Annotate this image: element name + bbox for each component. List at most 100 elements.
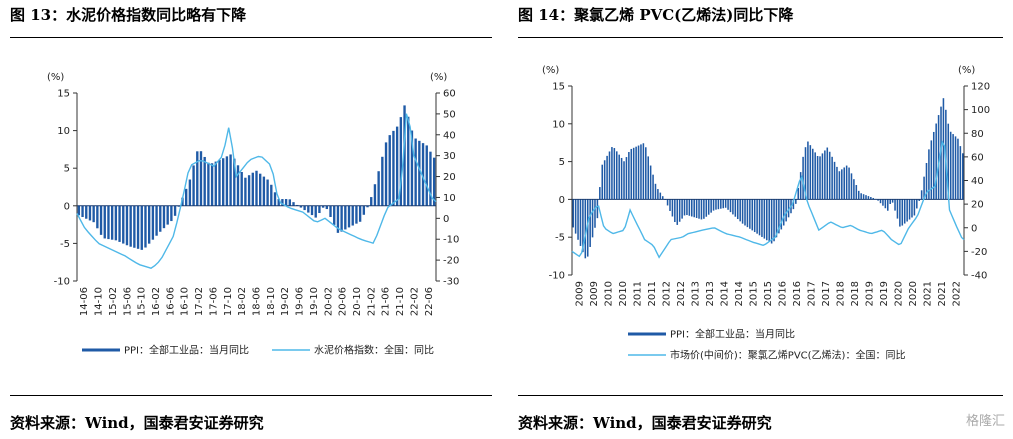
ppi-bar <box>928 149 930 200</box>
ppi-bar <box>140 205 143 250</box>
ppi-bar <box>906 199 908 222</box>
x-tick-label: 2021 <box>923 281 934 306</box>
ppi-bar <box>136 205 140 249</box>
ppi-bar <box>144 205 147 248</box>
ppi-bar <box>344 205 347 230</box>
ppi-bar <box>855 185 858 200</box>
ppi-bar <box>122 205 125 244</box>
left-title-rule <box>10 37 492 38</box>
ppi-bar <box>736 199 739 220</box>
right-tick-label: 40 <box>443 130 456 141</box>
ppi-bar <box>782 199 785 226</box>
ppi-bar <box>611 147 613 200</box>
ppi-bar <box>739 199 741 222</box>
ppi-bar <box>579 199 582 246</box>
x-tick-label: 16-06 <box>165 287 176 316</box>
ppi-bar <box>281 199 284 206</box>
left-tick-label: 5 <box>64 164 70 175</box>
ppi-bar <box>277 199 280 206</box>
ppi-bar <box>192 165 195 206</box>
ppi-bar <box>251 172 254 206</box>
ppi-bar <box>321 205 325 208</box>
ppi-bar <box>792 199 795 210</box>
ppi-bar <box>712 199 715 211</box>
ppi-bar <box>214 161 217 206</box>
ppi-bar <box>821 153 824 200</box>
ppi-bar <box>188 179 192 206</box>
ppi-bar <box>732 199 734 215</box>
left-tick-label: 0 <box>559 195 565 206</box>
left-tick-label: 15 <box>57 89 70 100</box>
ppi-bar <box>920 190 923 200</box>
right-tick-label: -40 <box>971 271 987 282</box>
x-tick-label: 2012 <box>661 281 672 306</box>
ppi-bar <box>761 199 763 237</box>
ppi-bar <box>99 205 103 235</box>
ppi-bar <box>418 140 421 206</box>
ppi-bar <box>299 205 303 208</box>
x-tick-label: 17-10 <box>223 287 234 316</box>
ppi-bar <box>151 205 155 240</box>
ppi-bar <box>870 197 872 200</box>
x-tick-label: 2019 <box>879 281 890 306</box>
x-tick-label: 19-06 <box>295 287 306 316</box>
ppi-bar <box>586 199 589 257</box>
ppi-bar <box>770 199 773 244</box>
ppi-bar <box>894 199 896 211</box>
ppi-bar <box>722 199 725 209</box>
ppi-bar <box>640 144 642 200</box>
ppi-bar <box>848 167 850 200</box>
ppi-bar <box>865 195 867 200</box>
ppi-bar <box>756 199 758 234</box>
ppi-bar <box>649 165 652 200</box>
ppi-bar <box>603 160 606 200</box>
x-tick-label: 22-06 <box>424 287 435 316</box>
x-tick-label: 2012 <box>676 281 687 306</box>
x-tick-label: 22-02 <box>409 287 420 316</box>
ppi-bar <box>347 205 351 228</box>
left-source-rule <box>10 395 492 396</box>
ppi-bar <box>222 158 225 206</box>
ppi-bar <box>288 199 291 206</box>
ppi-bar <box>686 199 688 216</box>
x-tick-label: 19-02 <box>280 287 291 316</box>
ppi-bar <box>932 131 935 200</box>
ppi-bar <box>381 156 384 206</box>
ppi-bar <box>787 199 790 218</box>
x-tick-label: 21-06 <box>381 287 392 316</box>
ppi-bar <box>814 152 816 200</box>
ppi-bar <box>118 205 121 242</box>
x-tick-label: 2013 <box>690 281 701 306</box>
ppi-bar <box>81 205 84 218</box>
ppi-bar <box>734 199 737 217</box>
ppi-bar <box>303 205 306 211</box>
ppi-bar <box>710 199 712 213</box>
ppi-bar <box>606 155 608 200</box>
x-tick-label: 21-10 <box>395 287 406 316</box>
ppi-bar <box>318 205 321 214</box>
ppi-bar <box>645 147 647 200</box>
ppi-bar <box>930 140 933 200</box>
ppi-bar <box>867 196 870 200</box>
x-tick-label: 2010 <box>618 281 629 306</box>
x-tick-label: 2022 <box>952 281 963 306</box>
ppi-bar <box>758 199 761 236</box>
ppi-bar <box>615 151 618 200</box>
ppi-bar <box>916 199 918 209</box>
ppi-bar <box>618 154 620 200</box>
x-tick-label: 2009 <box>589 281 600 306</box>
ppi-bar <box>421 143 425 206</box>
x-tick-label: 17-06 <box>208 287 219 316</box>
legend-label-ppi: PPI：全部工业品：当月同比 <box>124 344 249 357</box>
left-axis-unit: (%) <box>47 72 64 83</box>
ppi-bar <box>114 205 118 241</box>
ppi-bar <box>666 199 669 206</box>
ppi-bar <box>959 146 962 200</box>
left-tick-label: 5 <box>559 157 565 168</box>
ppi-bar <box>913 199 916 216</box>
ppi-bar <box>599 187 601 200</box>
x-tick-label: 2020 <box>908 281 919 306</box>
x-tick-label: 2010 <box>603 281 614 306</box>
ppi-bar <box>751 199 754 231</box>
ppi-bar <box>77 205 81 216</box>
